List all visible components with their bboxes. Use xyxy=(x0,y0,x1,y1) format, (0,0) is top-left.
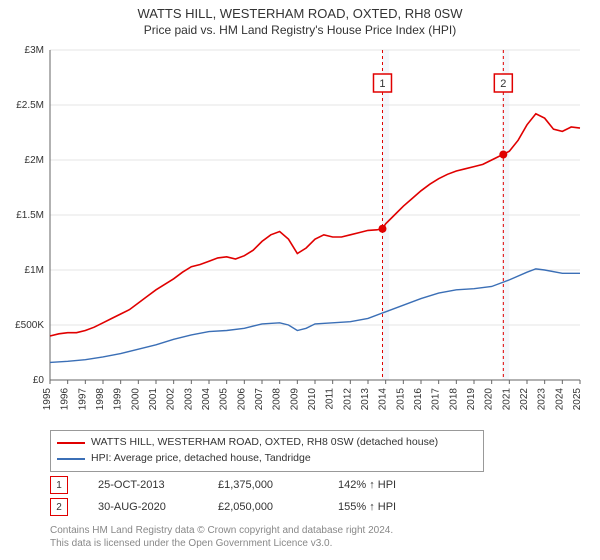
svg-text:2024: 2024 xyxy=(554,388,565,411)
sale-pct-hpi: 155% ↑ HPI xyxy=(338,501,438,513)
svg-text:£1.5M: £1.5M xyxy=(16,210,44,221)
sale-badge: 2 xyxy=(50,498,68,516)
legend-item: WATTS HILL, WESTERHAM ROAD, OXTED, RH8 0… xyxy=(57,435,477,451)
svg-text:£2M: £2M xyxy=(25,155,44,166)
svg-text:2014: 2014 xyxy=(378,388,389,411)
sales-table: 1 25-OCT-2013 £1,375,000 142% ↑ HPI 2 30-AUG-… xyxy=(50,476,438,520)
svg-text:2010: 2010 xyxy=(307,388,318,411)
svg-text:2025: 2025 xyxy=(572,388,583,411)
sale-date: 30-AUG-2020 xyxy=(98,501,188,513)
svg-text:£500K: £500K xyxy=(15,320,44,331)
svg-text:£3M: £3M xyxy=(25,45,44,56)
sale-price: £1,375,000 xyxy=(218,479,308,491)
svg-text:2005: 2005 xyxy=(219,388,230,411)
svg-text:2022: 2022 xyxy=(519,388,530,411)
svg-text:2002: 2002 xyxy=(166,388,177,411)
svg-text:1: 1 xyxy=(379,78,385,90)
svg-text:2003: 2003 xyxy=(183,388,194,411)
svg-text:1998: 1998 xyxy=(95,388,106,411)
svg-text:£2.5M: £2.5M xyxy=(16,100,44,111)
svg-text:2006: 2006 xyxy=(236,388,247,411)
svg-text:£1M: £1M xyxy=(25,265,44,276)
sale-pct-hpi: 142% ↑ HPI xyxy=(338,479,438,491)
svg-text:2020: 2020 xyxy=(484,388,495,411)
legend-label: HPI: Average price, detached house, Tand… xyxy=(91,451,311,467)
footer-line1: Contains HM Land Registry data © Crown c… xyxy=(50,524,393,537)
svg-text:1999: 1999 xyxy=(113,388,124,411)
legend: WATTS HILL, WESTERHAM ROAD, OXTED, RH8 0… xyxy=(50,430,484,472)
svg-text:2021: 2021 xyxy=(501,388,512,411)
legend-swatch xyxy=(57,458,85,460)
svg-text:2000: 2000 xyxy=(130,388,141,411)
svg-text:2004: 2004 xyxy=(201,388,212,411)
chart-subtitle: Price paid vs. HM Land Registry's House … xyxy=(0,23,600,37)
svg-text:2018: 2018 xyxy=(448,388,459,411)
sale-badge: 1 xyxy=(50,476,68,494)
chart-title-address: WATTS HILL, WESTERHAM ROAD, OXTED, RH8 0… xyxy=(0,6,600,21)
sale-price: £2,050,000 xyxy=(218,501,308,513)
sales-row: 2 30-AUG-2020 £2,050,000 155% ↑ HPI xyxy=(50,498,438,516)
svg-text:2017: 2017 xyxy=(431,388,442,411)
svg-text:2019: 2019 xyxy=(466,388,477,411)
price-chart: £0£500K£1M£1.5M£2M£2.5M£3M19951996199719… xyxy=(50,50,580,380)
legend-item: HPI: Average price, detached house, Tand… xyxy=(57,451,477,467)
sale-date: 25-OCT-2013 xyxy=(98,479,188,491)
svg-text:1996: 1996 xyxy=(60,388,71,411)
svg-text:2008: 2008 xyxy=(272,388,283,411)
svg-text:£0: £0 xyxy=(33,375,45,386)
svg-text:2013: 2013 xyxy=(360,388,371,411)
svg-text:2007: 2007 xyxy=(254,388,265,411)
svg-text:2001: 2001 xyxy=(148,388,159,411)
svg-text:2009: 2009 xyxy=(289,388,300,411)
svg-text:2015: 2015 xyxy=(395,388,406,411)
svg-text:1995: 1995 xyxy=(42,388,53,411)
svg-text:2011: 2011 xyxy=(325,388,336,410)
sales-row: 1 25-OCT-2013 £1,375,000 142% ↑ HPI xyxy=(50,476,438,494)
svg-text:1997: 1997 xyxy=(77,388,88,411)
attribution-footer: Contains HM Land Registry data © Crown c… xyxy=(50,524,393,550)
legend-swatch xyxy=(57,442,85,444)
svg-text:2: 2 xyxy=(500,78,506,90)
svg-text:2023: 2023 xyxy=(537,388,548,411)
legend-label: WATTS HILL, WESTERHAM ROAD, OXTED, RH8 0… xyxy=(91,435,438,451)
svg-text:2016: 2016 xyxy=(413,388,424,411)
footer-line2: This data is licensed under the Open Gov… xyxy=(50,537,393,550)
svg-text:2012: 2012 xyxy=(342,388,353,411)
